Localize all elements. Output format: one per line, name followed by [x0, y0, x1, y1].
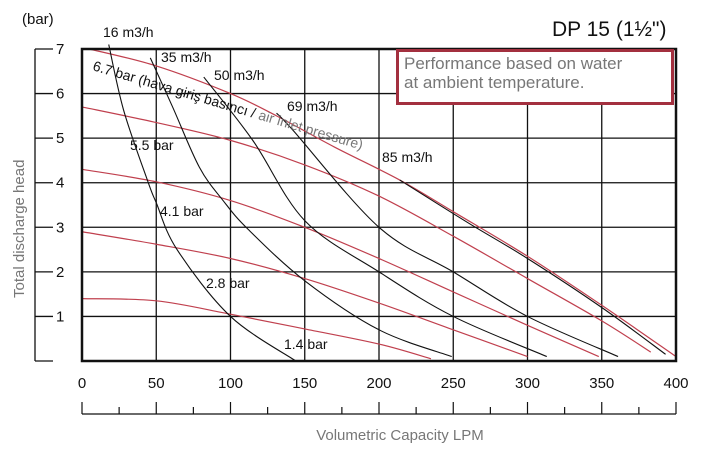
note-line-1: Performance based on water — [404, 54, 623, 73]
y-tick-label: 6 — [56, 86, 64, 103]
chart-title: DP 15 (1½") — [552, 18, 667, 41]
performance-note: Performance based on water at ambient te… — [396, 49, 674, 105]
flow-curve-35-m3-h — [149, 57, 452, 358]
flow-curve-69-m3-h — [276, 112, 619, 358]
x-tick-label: 250 — [441, 375, 466, 392]
pressure-label: 5.5 bar — [130, 137, 174, 153]
flow-label: 85 m3/h — [382, 149, 433, 165]
curves — [81, 44, 677, 362]
pressure-label: 4.1 bar — [160, 203, 204, 219]
note-line-2: at ambient temperature. — [404, 73, 585, 92]
x-tick-label: 0 — [78, 375, 86, 392]
x-tick-label: 50 — [148, 375, 165, 392]
pressure-label: 2.8 bar — [206, 275, 250, 291]
flow-curve-85-m3-h — [399, 179, 666, 355]
y-tick-label: 1 — [56, 308, 64, 325]
curve-labels: 1.4 bar 2.8 bar 4.1 bar 5.5 bar 16 m3/h 35 m3… — [103, 24, 433, 352]
y-tick-label: 7 — [56, 41, 64, 58]
y-axis-label: Total discharge head — [11, 160, 28, 298]
y-tick-label: 3 — [56, 219, 64, 236]
x-tick-label: 400 — [663, 375, 688, 392]
flow-curve-16-m3-h — [108, 44, 297, 362]
y-tick-label: 5 — [56, 130, 64, 147]
pressure-label: 1.4 bar — [284, 336, 328, 352]
x-tick-label: 200 — [366, 375, 391, 392]
x-axis-label: Volumetric Capacity LPM — [316, 427, 484, 444]
flow-label: 50 m3/h — [214, 67, 265, 83]
pressure-curve-4-1-bar — [81, 168, 600, 358]
pressure-curve-2-8-bar — [81, 231, 528, 358]
x-tick-label: 300 — [515, 375, 540, 392]
plot-frame — [80, 47, 678, 363]
x-tick-label: 350 — [589, 375, 614, 392]
pressure-curve-6-7-bar — [89, 48, 677, 358]
flow-label: 35 m3/h — [161, 49, 212, 65]
x-tick-label: 150 — [292, 375, 317, 392]
flow-label: 69 m3/h — [287, 98, 338, 114]
y-tick-label: 2 — [56, 264, 64, 281]
axes: 0 50 100 150 200 250 300 350 400 1 2 3 4 5 6 7 — [34, 41, 689, 415]
y-tick-label: 4 — [56, 175, 64, 192]
flow-curve-50-m3-h — [203, 76, 548, 358]
pressure-curve-1-4-bar — [81, 298, 432, 360]
pressure-curve-5-5-bar — [81, 106, 652, 353]
x-tick-label: 100 — [218, 375, 243, 392]
flow-label: 16 m3/h — [103, 24, 154, 40]
y-unit: (bar) — [22, 11, 54, 28]
